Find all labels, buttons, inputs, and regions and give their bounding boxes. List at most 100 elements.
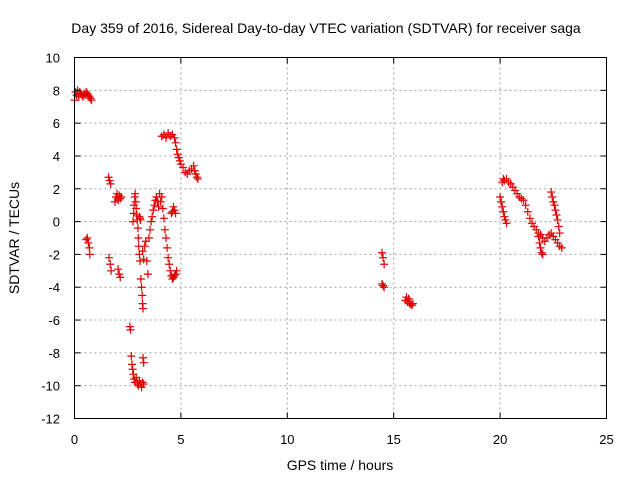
data-point bbox=[169, 202, 178, 211]
y-tick-label: -2 bbox=[48, 247, 60, 262]
data-point bbox=[149, 206, 158, 215]
data-point bbox=[114, 265, 123, 274]
data-point bbox=[377, 248, 386, 257]
x-tick-label: 10 bbox=[280, 432, 294, 447]
data-point bbox=[547, 188, 556, 197]
data-point bbox=[500, 212, 509, 221]
data-point bbox=[550, 201, 559, 210]
data-point bbox=[380, 283, 389, 292]
data-point bbox=[192, 173, 201, 182]
data-point bbox=[157, 192, 166, 201]
data-point bbox=[553, 215, 562, 224]
data-point bbox=[190, 166, 199, 175]
data-point bbox=[138, 378, 147, 387]
data-point bbox=[126, 325, 135, 334]
data-point bbox=[179, 163, 188, 172]
data-point bbox=[502, 219, 511, 228]
data-point bbox=[147, 217, 156, 226]
data-point bbox=[107, 266, 116, 275]
data-point bbox=[171, 270, 180, 279]
data-point bbox=[175, 156, 184, 165]
data-point bbox=[189, 161, 198, 170]
x-tick-label: 0 bbox=[71, 432, 78, 447]
data-point bbox=[116, 194, 125, 203]
data-point bbox=[131, 189, 140, 198]
data-point bbox=[404, 294, 413, 303]
y-tick-label: -6 bbox=[48, 313, 60, 328]
data-point bbox=[85, 250, 94, 259]
data-point bbox=[557, 243, 566, 252]
data-point bbox=[551, 206, 560, 215]
data-point bbox=[160, 225, 169, 234]
data-point bbox=[407, 301, 416, 310]
data-point bbox=[116, 273, 125, 282]
data-point bbox=[555, 229, 564, 238]
y-tick-label: 0 bbox=[53, 215, 60, 230]
data-point bbox=[537, 248, 546, 257]
data-point bbox=[132, 204, 141, 213]
data-point bbox=[162, 133, 171, 142]
data-point bbox=[135, 212, 144, 221]
data-point bbox=[148, 212, 157, 221]
data-point bbox=[140, 242, 149, 251]
data-point bbox=[379, 253, 388, 262]
data-point bbox=[170, 271, 179, 280]
x-tick-label: 20 bbox=[493, 432, 507, 447]
data-point bbox=[139, 380, 148, 389]
data-point bbox=[172, 266, 181, 275]
y-tick-label: 2 bbox=[53, 182, 60, 197]
data-point bbox=[536, 243, 545, 252]
data-point bbox=[535, 238, 544, 247]
data-point bbox=[548, 192, 557, 201]
data-point bbox=[142, 256, 151, 265]
data-point bbox=[496, 192, 505, 201]
data-point bbox=[162, 234, 171, 242]
data-point bbox=[498, 202, 507, 211]
data-point bbox=[164, 253, 173, 262]
data-point bbox=[499, 207, 508, 216]
data-point bbox=[173, 150, 182, 159]
data-point bbox=[534, 232, 543, 241]
x-tick-label: 25 bbox=[599, 432, 613, 447]
data-point bbox=[501, 215, 510, 224]
data-point bbox=[105, 176, 114, 185]
data-point bbox=[554, 222, 563, 231]
axis-ticks bbox=[74, 57, 607, 419]
data-point bbox=[154, 202, 163, 211]
data-point bbox=[83, 234, 92, 242]
y-tick-label: -4 bbox=[48, 280, 60, 295]
plot-frame bbox=[74, 57, 607, 419]
data-point bbox=[127, 360, 136, 369]
y-tick-label: 8 bbox=[53, 83, 60, 98]
data-point bbox=[172, 145, 181, 154]
data-point bbox=[497, 197, 506, 206]
y-tick-label: -12 bbox=[41, 412, 60, 427]
data-point bbox=[137, 283, 146, 292]
data-point bbox=[84, 238, 93, 247]
data-point bbox=[191, 170, 200, 179]
data-point bbox=[158, 204, 167, 213]
data-point bbox=[125, 322, 134, 331]
data-point bbox=[408, 299, 417, 308]
data-point bbox=[521, 201, 530, 210]
data-point bbox=[115, 270, 124, 279]
data-point bbox=[127, 352, 136, 361]
data-point bbox=[106, 260, 115, 269]
data-point bbox=[139, 353, 148, 362]
data-point bbox=[139, 304, 148, 313]
data-point bbox=[129, 217, 138, 226]
data-point bbox=[174, 153, 183, 162]
x-axis-label: GPS time / hours bbox=[287, 457, 394, 473]
data-point bbox=[159, 214, 168, 223]
data-point bbox=[525, 214, 534, 223]
data-point bbox=[139, 358, 148, 367]
data-point bbox=[138, 247, 147, 256]
data-point bbox=[136, 275, 145, 284]
y-tick-label: 10 bbox=[46, 51, 60, 66]
y-axis-label: SDTVAR / TECUs bbox=[6, 182, 22, 294]
data-point bbox=[146, 225, 155, 234]
data-point bbox=[128, 365, 137, 374]
data-point bbox=[136, 215, 145, 224]
data-point bbox=[156, 197, 165, 206]
